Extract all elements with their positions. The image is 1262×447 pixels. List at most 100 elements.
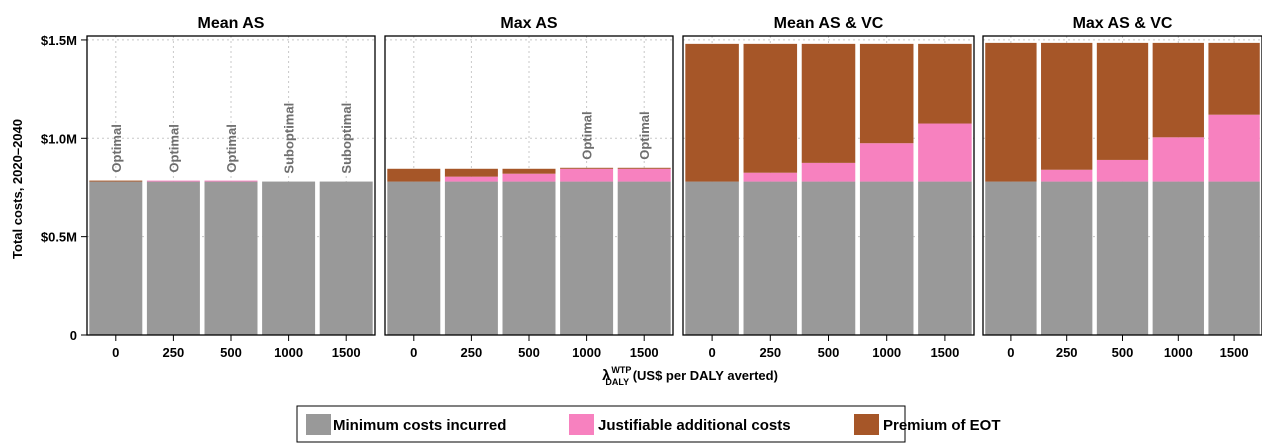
bar-eot (1096, 42, 1149, 160)
panel-title: Max AS & VC (1073, 15, 1173, 32)
bar-annotation: Optimal (166, 124, 181, 172)
x-tick-label: 1500 (1220, 345, 1249, 360)
x-tick-label: 500 (1112, 345, 1134, 360)
panel-border (682, 35, 975, 336)
bar-min (617, 181, 671, 335)
y-tick-label: 0 (70, 328, 77, 343)
legend-swatch-just (569, 414, 594, 435)
bar-eot (617, 167, 671, 169)
bar-annotation: Optimal (637, 111, 652, 159)
legend: Minimum costs incurred Justifiable addit… (296, 405, 1001, 443)
bar-just (859, 143, 914, 182)
bar-just (1041, 169, 1093, 182)
bar-eot (502, 168, 556, 174)
bar-annotation: Optimal (580, 111, 595, 159)
bar-just (146, 180, 200, 182)
x-axis-title-sup: WTP (611, 365, 631, 375)
bar-eot (1152, 42, 1204, 138)
legend-box (296, 405, 906, 443)
x-tick-label: 1500 (332, 345, 361, 360)
x-tick-label: 1500 (630, 345, 659, 360)
bar-just (444, 176, 498, 182)
bar-min (1152, 181, 1204, 335)
panel-title: Mean AS (198, 15, 265, 32)
x-tick-label: 1000 (872, 345, 901, 360)
bar-min (1208, 181, 1260, 335)
bar-eot (743, 43, 798, 173)
x-tick-label: 0 (112, 345, 119, 360)
bar-min (89, 181, 143, 335)
legend-swatch-eot (854, 414, 879, 435)
x-tick-label: 250 (759, 345, 781, 360)
panel-2: Max AS 0 250 500 Optimal 1000 Optimal 1500 (384, 15, 674, 360)
bar-min (801, 181, 856, 335)
bar-eot (444, 168, 498, 177)
panel-title: Mean AS & VC (774, 15, 884, 32)
x-tick-label: 1500 (930, 345, 959, 360)
panel-4: Max AS & VC 0 250 500 1000 1500 (982, 15, 1262, 360)
x-tick-label: 500 (220, 345, 242, 360)
bar-min (985, 181, 1037, 335)
legend-swatch-min (306, 414, 331, 435)
bar-annotation: Suboptimal (339, 103, 354, 174)
bar-min (387, 181, 441, 335)
bar-min (1041, 181, 1093, 335)
panels: Mean AS Optimal 0 Optimal 250 Optimal 500 Subop… (86, 15, 1262, 360)
x-tick-label: 250 (1056, 345, 1078, 360)
bar-min (859, 181, 914, 335)
bar-min (319, 181, 373, 335)
bar-just (204, 180, 258, 182)
panel-title: Max AS (500, 15, 558, 32)
bar-just (743, 172, 798, 182)
x-axis-title: λWTP DALY (US$ per DALY averted) (602, 365, 778, 387)
bar-just (502, 173, 556, 182)
bar-min (502, 181, 556, 335)
bar-eot (1208, 42, 1260, 115)
x-tick-label: 0 (410, 345, 417, 360)
bar-min (444, 181, 498, 335)
bar-just (1096, 159, 1149, 182)
bar-eot (685, 43, 739, 182)
bar-min (743, 181, 798, 335)
bar-eot (801, 43, 856, 163)
bar-just (617, 168, 671, 182)
bar-min (262, 181, 316, 335)
x-axis-title-rest: (US$ per DALY averted) (629, 368, 778, 383)
y-axis: 0 $0.5M $1.0M $1.5M (41, 33, 87, 343)
y-axis-title: Total costs, 2020–2040 (10, 119, 25, 259)
bar-min (204, 181, 258, 335)
bar-just (1208, 114, 1260, 182)
bar-eot (985, 42, 1037, 182)
x-tick-label: 250 (163, 345, 185, 360)
bar-eot (859, 43, 914, 144)
x-tick-label: 0 (708, 345, 715, 360)
bar-annotation: Optimal (109, 124, 124, 172)
bar-eot (918, 43, 972, 124)
bar-min (918, 181, 972, 335)
x-axis-title-sub: DALY (605, 377, 629, 387)
bar-eot (560, 167, 614, 169)
bar-min (1096, 181, 1149, 335)
panel-1: Mean AS Optimal 0 Optimal 250 Optimal 500 Subop… (86, 15, 376, 360)
y-tick-label: $1.0M (41, 131, 77, 146)
y-tick-label: $1.5M (41, 33, 77, 48)
legend-label-eot: Premium of EOT (883, 417, 1001, 434)
bar-just (918, 123, 972, 182)
legend-label-just: Justifiable additional costs (598, 417, 791, 434)
x-tick-label: 500 (518, 345, 540, 360)
bar-eot (387, 168, 441, 182)
panel-3: Mean AS & VC 0 250 500 1000 1500 (682, 15, 975, 360)
x-tick-label: 1000 (572, 345, 601, 360)
bar-eot (1041, 42, 1093, 170)
x-axis-title-lambda: λ (602, 367, 611, 384)
bar-just (1152, 137, 1204, 182)
panel-border (384, 35, 674, 336)
bar-just (560, 168, 614, 182)
bar-just (801, 162, 856, 182)
y-tick-label: $0.5M (41, 230, 77, 245)
x-tick-label: 500 (818, 345, 840, 360)
bar-min (146, 181, 200, 335)
x-tick-label: 1000 (274, 345, 303, 360)
bar-annotation: Optimal (224, 124, 239, 172)
